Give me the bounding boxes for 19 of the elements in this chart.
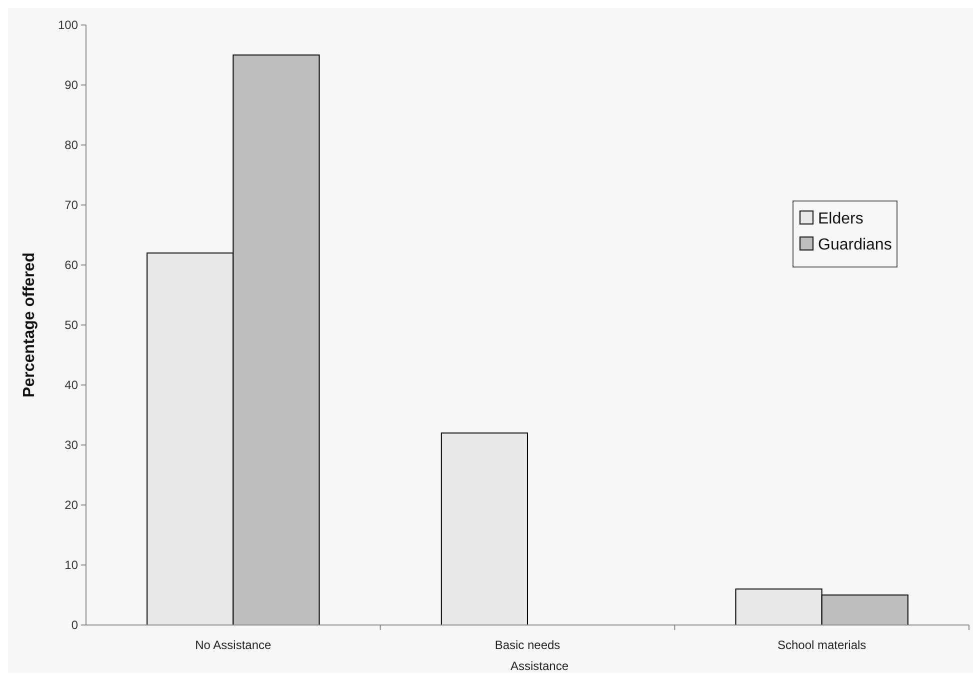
legend-label: Elders	[818, 210, 864, 228]
y-tick-label: 100	[58, 18, 78, 32]
y-tick-label: 70	[64, 198, 78, 212]
x-tick-label: Basic needs	[494, 638, 560, 652]
y-tick-label: 60	[64, 258, 78, 272]
y-tick-label: 40	[64, 378, 78, 392]
x-axis-title: Assistance	[510, 659, 569, 673]
y-tick-label: 90	[64, 78, 78, 92]
y-tick-label: 10	[64, 558, 78, 572]
x-tick-label: No Assistance	[195, 638, 272, 652]
legend-label: Guardians	[818, 236, 892, 254]
y-tick-label: 20	[64, 498, 78, 512]
y-tick-label: 50	[64, 318, 78, 332]
y-tick-label: 0	[71, 618, 78, 632]
bar	[440, 432, 528, 626]
x-tick-label: School materials	[777, 638, 866, 652]
y-axis-title: Percentage offered	[21, 252, 38, 398]
y-tick-label: 80	[64, 138, 78, 152]
y-tick-label: 30	[64, 438, 78, 452]
